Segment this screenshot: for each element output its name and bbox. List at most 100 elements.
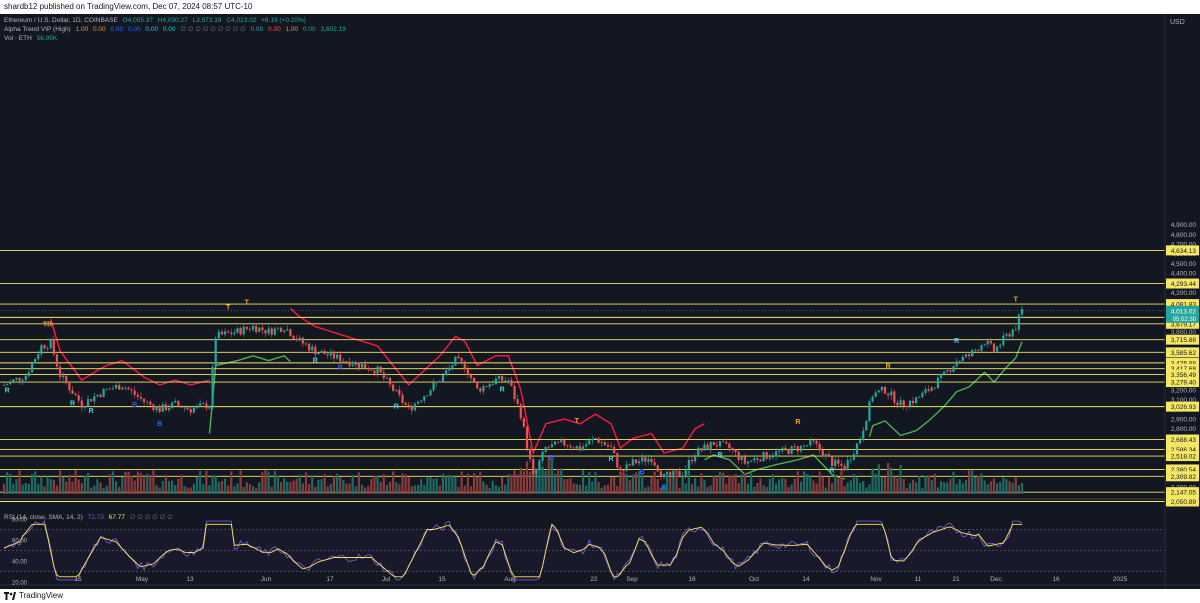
candle-body <box>516 399 519 405</box>
candle-body <box>37 354 40 360</box>
candle-body <box>202 403 205 405</box>
candle-body <box>535 469 538 475</box>
volume-bar <box>435 478 438 494</box>
candle-body <box>606 444 610 447</box>
volume-bar <box>883 476 887 494</box>
volume-bar <box>553 473 557 494</box>
volume-bar <box>479 471 482 494</box>
candle-body <box>964 354 968 357</box>
volume-bar <box>849 480 852 494</box>
candle-body <box>700 447 703 451</box>
volume-bar <box>6 472 9 494</box>
candle-body <box>174 400 177 403</box>
volume-bar <box>270 486 273 494</box>
candle-body <box>267 328 270 334</box>
volume-bar <box>24 482 27 494</box>
candle-body <box>862 430 865 440</box>
level-price-label: 3,879.17 <box>1171 321 1197 328</box>
volume-bar <box>202 484 205 494</box>
candle-body <box>283 330 286 332</box>
rsi-label[interactable]: RSI (14, close, SMA, 14, 2) <box>4 514 83 521</box>
candle-body <box>307 344 311 351</box>
candle-body <box>192 408 196 413</box>
volume-bar <box>15 479 18 494</box>
indicator-name[interactable]: Alpha Trend VIP (High) <box>4 26 71 33</box>
candle-body <box>423 396 426 401</box>
candle-body <box>49 339 52 349</box>
volume-bar <box>373 475 376 494</box>
level-tag <box>1166 496 1199 507</box>
time-tick-label: 17 <box>326 576 334 583</box>
pane-separator <box>0 498 1200 500</box>
candle-body <box>647 459 650 462</box>
candle-body <box>513 385 516 400</box>
indicator-legend[interactable]: Alpha Trend VIP (High) 1.00 0.00 0.00 0.… <box>4 25 349 34</box>
candle-body <box>239 328 242 335</box>
candle-body <box>382 372 385 379</box>
signal-top: T <box>1014 296 1019 303</box>
volume-bar <box>142 478 146 494</box>
candle-body <box>553 441 557 445</box>
candle-body <box>108 388 111 390</box>
rsi-legend[interactable]: RSI (14, close, SMA, 14, 2) 72.73 67.77 … <box>4 513 176 522</box>
volume-bar <box>289 482 292 494</box>
volume-bar <box>251 486 255 494</box>
candle-body <box>289 329 292 337</box>
candle-body <box>311 346 314 351</box>
candle-body <box>441 374 445 383</box>
volume-bar <box>734 474 737 494</box>
volume-bar <box>815 483 818 494</box>
candle-body <box>469 374 473 378</box>
volume-bar <box>476 476 479 494</box>
candle-body <box>812 440 815 441</box>
volume-legend[interactable]: Vol · ETH 56.05K <box>4 34 60 43</box>
candle-body <box>404 402 407 405</box>
candle-body <box>634 459 638 464</box>
volume-bar <box>376 476 379 494</box>
candle-body <box>992 343 996 352</box>
candle-body <box>609 446 613 448</box>
candle-body <box>734 449 737 452</box>
volume-bar <box>560 468 563 494</box>
candle-body <box>927 389 930 392</box>
rsi-tick-label: 80.00 <box>12 518 28 524</box>
candle-body <box>544 447 547 452</box>
candle-body <box>276 327 280 329</box>
signal-reversal: R <box>717 452 722 459</box>
volume-bar <box>136 471 139 494</box>
volume-bar <box>354 486 357 494</box>
symbol-title[interactable]: Ethereum / U.S. Dollar, 1D, COINBASE <box>4 17 118 24</box>
candle-body <box>915 397 918 404</box>
price-tick-label: 2,800.00 <box>1171 426 1197 433</box>
candle-body <box>6 384 9 386</box>
volume-bar <box>379 482 382 494</box>
candle-body <box>40 345 43 355</box>
volume-bar <box>217 481 220 494</box>
candle-body <box>329 351 332 356</box>
volume-bar <box>58 470 62 494</box>
candle-body <box>248 328 252 330</box>
candle-body <box>114 384 118 389</box>
volume-bar <box>927 475 930 494</box>
volume-label[interactable]: Vol · ETH <box>4 35 32 42</box>
volume-bar <box>750 473 753 494</box>
volume-bar <box>317 479 320 494</box>
symbol-legend[interactable]: Ethereum / U.S. Dollar, 1D, COINBASE O4,… <box>4 16 309 25</box>
volume-bar <box>504 484 507 494</box>
volume-bar <box>283 478 286 494</box>
candle-body <box>261 327 264 331</box>
volume-bar <box>843 486 846 494</box>
price-tick-label: 4,700.00 <box>1171 242 1197 249</box>
volume-bar <box>27 483 31 494</box>
chart-area[interactable]: TR T T T R R T R R R R R R R R R R B B B B B B 80.00 60.00 40.00… <box>0 14 1200 589</box>
candle-body <box>121 387 124 390</box>
time-tick-label: 11 <box>915 576 922 583</box>
candle-body <box>460 358 463 362</box>
candle-body <box>438 381 441 383</box>
candle-body <box>74 393 77 396</box>
volume-bar <box>771 474 775 494</box>
candle-body <box>958 360 961 362</box>
volume-bar <box>279 482 283 494</box>
volume-bar <box>837 478 840 494</box>
